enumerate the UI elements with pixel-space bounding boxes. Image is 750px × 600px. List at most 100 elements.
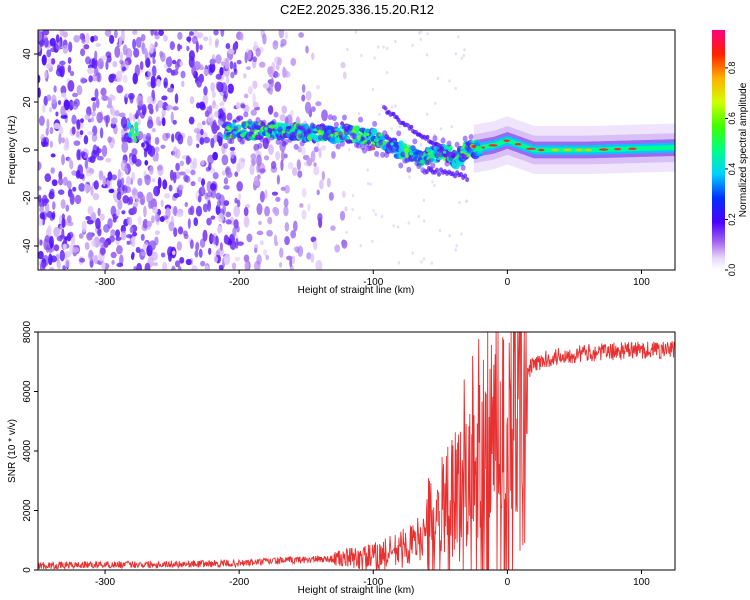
heatmap-cell — [51, 94, 57, 105]
heatmap-cell — [390, 127, 393, 131]
heatmap-cell — [133, 47, 140, 58]
heatmap-cell — [243, 254, 250, 263]
heatmap-cell — [121, 210, 126, 215]
heatmap-cell — [267, 127, 273, 134]
heatmap-cell — [227, 83, 234, 94]
heatmap-cell — [262, 33, 267, 45]
heatmap-cell — [326, 177, 331, 188]
heatmap-cell — [141, 104, 147, 116]
heatmap-cell — [436, 76, 440, 81]
heatmap-cell — [114, 109, 120, 117]
heatmap-cell — [60, 85, 67, 95]
heatmap-cell — [614, 147, 622, 151]
snr-ylabel: SNR (10 * v/v) — [7, 419, 18, 483]
heatmap-cell — [256, 154, 262, 167]
heatmap-cell — [106, 103, 112, 109]
snr-xtick-label: -300 — [95, 577, 115, 588]
heatmap-cell — [115, 236, 122, 241]
heatmap-cell — [273, 234, 278, 246]
heatmap-cell — [97, 72, 102, 83]
heatmap-cell — [133, 202, 139, 208]
heatmap-cell — [233, 125, 239, 132]
heatmap-cell — [284, 235, 290, 246]
heatmap-cell — [430, 162, 436, 169]
heatmap-cell — [217, 225, 223, 234]
heatmap-cell — [339, 210, 346, 221]
heatmap-cell — [351, 133, 357, 140]
heatmap-cell — [168, 56, 172, 66]
heatmap-cell — [221, 154, 229, 166]
heatmap-cell — [46, 118, 50, 130]
heatmap-cell — [178, 184, 184, 191]
heatmap-cell — [169, 169, 174, 181]
heatmap-cell — [59, 249, 65, 262]
heatmap-cell — [150, 30, 154, 36]
spectrogram-xtick-label: 100 — [633, 277, 650, 288]
heatmap-cell — [454, 52, 458, 56]
heatmap-cell — [109, 235, 115, 243]
heatmap-cell — [458, 200, 461, 205]
heatmap-band — [473, 138, 675, 153]
heatmap-cell — [90, 117, 95, 123]
heatmap-cell — [394, 39, 397, 44]
heatmap-cell — [315, 260, 323, 270]
spectrogram-xtick-label: -300 — [95, 277, 115, 288]
heatmap-cell — [114, 45, 121, 58]
heatmap-cell — [159, 50, 164, 58]
heatmap-cell — [265, 254, 270, 260]
heatmap-cell — [148, 145, 156, 158]
heatmap-cell — [341, 114, 347, 121]
heatmap-cell — [112, 217, 117, 223]
heatmap-cell — [160, 252, 166, 258]
heatmap-cell — [217, 212, 224, 223]
heatmap-cell — [301, 209, 307, 220]
heatmap-cell — [109, 94, 114, 99]
heatmap-cell — [90, 97, 97, 102]
heatmap-cell — [162, 179, 168, 190]
heatmap-cell — [137, 216, 142, 225]
heatmap-cell — [185, 168, 191, 174]
heatmap-cell — [317, 134, 323, 141]
heatmap-cell — [425, 134, 430, 140]
heatmap-cell — [97, 228, 102, 237]
heatmap-cell — [436, 171, 441, 177]
heatmap-cell — [233, 42, 238, 50]
heatmap-cell — [72, 92, 79, 98]
heatmap-cell — [43, 70, 48, 79]
heatmap-cell — [191, 264, 198, 270]
heatmap-cell — [286, 114, 293, 125]
heatmap-cell — [53, 85, 57, 93]
heatmap-cell — [238, 193, 242, 200]
heatmap-cell — [57, 261, 61, 270]
heatmap-cell — [105, 117, 109, 128]
heatmap-cell — [223, 142, 229, 149]
heatmap-cell — [425, 53, 429, 57]
heatmap-cell — [284, 31, 289, 40]
heatmap-cell — [194, 249, 199, 258]
heatmap-cell — [55, 68, 63, 77]
heatmap-cell — [289, 258, 293, 268]
heatmap-cell — [227, 48, 235, 55]
heatmap-cell — [181, 80, 185, 88]
heatmap-cell — [91, 74, 99, 82]
heatmap-cell — [126, 234, 133, 239]
heatmap-cell — [57, 189, 65, 195]
heatmap-cell — [99, 245, 106, 256]
heatmap-cell — [220, 82, 228, 94]
heatmap-cell — [48, 191, 55, 200]
heatmap-cell — [152, 58, 156, 65]
heatmap-cell — [283, 139, 289, 146]
heatmap-cell — [343, 129, 349, 136]
heatmap-cell — [319, 179, 324, 190]
heatmap-cell — [426, 159, 432, 166]
heatmap-cell — [186, 135, 193, 147]
heatmap-cell — [105, 157, 112, 163]
heatmap-cell — [94, 50, 98, 61]
heatmap-cell — [237, 241, 244, 246]
heatmap-cell — [151, 128, 156, 133]
heatmap-cell — [269, 134, 275, 141]
heatmap-cell — [442, 150, 447, 154]
heatmap-cell — [254, 106, 260, 111]
heatmap-cell — [168, 221, 175, 232]
heatmap-cell — [409, 152, 414, 156]
